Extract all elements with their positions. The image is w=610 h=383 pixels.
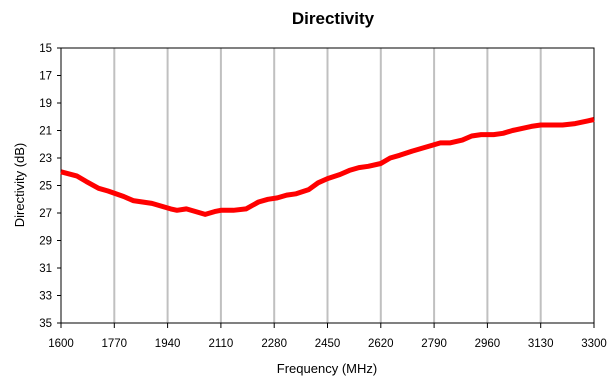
x-axis-label: Frequency (MHz) (277, 361, 377, 376)
chart-title: Directivity (292, 9, 375, 28)
x-tick-label: 2110 (209, 338, 234, 350)
y-tick-label: 15 (39, 43, 52, 55)
y-tick-label: 35 (39, 318, 52, 330)
x-tick-label: 1770 (102, 338, 128, 350)
y-axis-label: Directivity (dB) (12, 143, 27, 228)
y-tick-label: 27 (39, 208, 52, 220)
x-tick-label: 2280 (261, 338, 287, 350)
y-tick-label: 17 (39, 71, 52, 83)
y-tick-label: 21 (39, 126, 52, 138)
y-tick-label: 25 (39, 181, 52, 193)
y-tick-label: 33 (39, 291, 52, 303)
grid-layer (113, 48, 542, 323)
y-tick-label: 19 (39, 98, 52, 110)
directivity-line (60, 117, 595, 217)
x-tick-label: 2960 (475, 338, 501, 350)
y-tick-label: 31 (39, 263, 52, 275)
x-tick-label: 2450 (315, 338, 341, 350)
y-tick-label: 23 (39, 153, 52, 165)
x-tick-label: 2620 (368, 338, 394, 350)
x-tick-label: 3130 (528, 338, 554, 350)
tick-layer: 1600 1770 1940 2110 2280 2450 2620 2790 2960 3130… (39, 43, 607, 350)
x-tick-label: 1940 (155, 338, 181, 350)
x-tick-label: 1600 (48, 338, 74, 350)
series-layer (60, 117, 595, 217)
y-tick-label: 29 (39, 236, 52, 248)
x-tick-label: 3300 (581, 338, 607, 350)
x-tick-label: 2790 (421, 338, 447, 350)
